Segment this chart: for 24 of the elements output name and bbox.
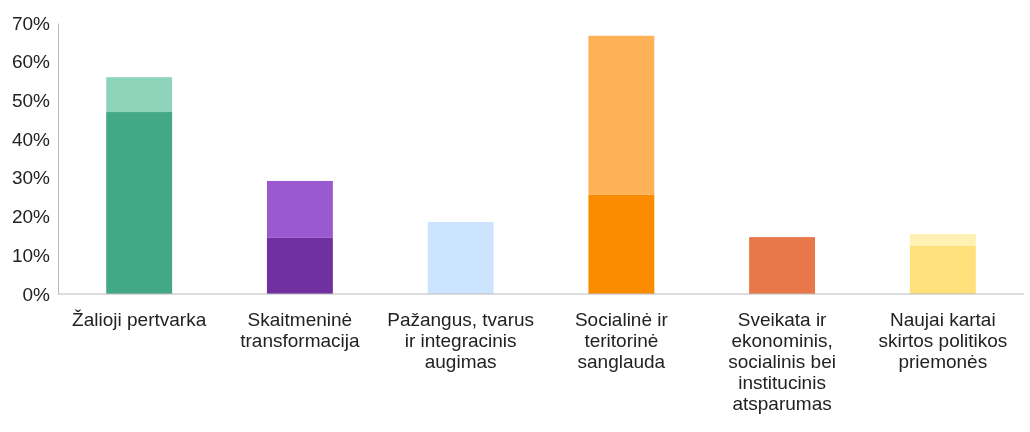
y-tick-label: 30%	[11, 167, 51, 189]
y-tick-label: 10%	[11, 244, 51, 266]
x-tick-label: Socialinė ir teritorinė sanglauda	[574, 309, 669, 372]
y-tick-label: 0%	[22, 283, 51, 305]
bar	[266, 180, 333, 238]
bar	[588, 194, 655, 294]
y-tick-label: 50%	[11, 90, 51, 112]
x-tick-label: Skaitmeninė transformacija	[240, 309, 360, 351]
x-tick-label: Žalioji pertvarka	[72, 309, 207, 330]
y-tick-label: 20%	[11, 206, 51, 228]
bar	[749, 237, 816, 294]
bar	[106, 112, 173, 294]
bar	[588, 35, 655, 195]
bar	[427, 221, 494, 294]
y-tick-label: 60%	[11, 51, 51, 73]
bar	[909, 245, 976, 294]
x-tick-label: Sveikata ir ekonominis, socialinis bei institucinis atsparumas	[728, 309, 836, 414]
y-tick-label: 70%	[11, 12, 51, 34]
x-tick-label: Pažangus, tvarus ir integracinis augimas	[387, 309, 535, 372]
x-tick-label: Naujai kartai skirtos politikos priemonės	[878, 309, 1008, 372]
bar	[106, 77, 173, 113]
bar	[266, 237, 333, 294]
y-tick-label: 40%	[11, 128, 51, 150]
bar	[909, 233, 976, 246]
